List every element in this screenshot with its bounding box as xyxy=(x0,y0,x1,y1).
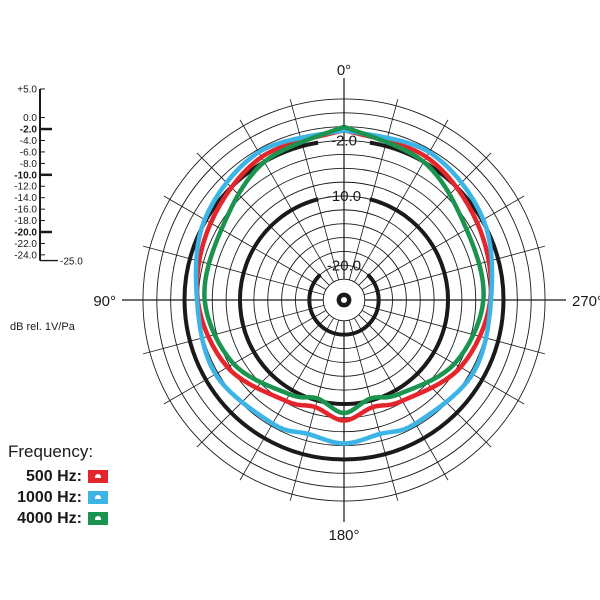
grid-spoke xyxy=(361,310,525,405)
ring-label: -10.0 xyxy=(327,188,361,205)
legend-swatch-red xyxy=(88,470,108,483)
ring-label: -20.0 xyxy=(327,257,361,274)
scale-tick-label: -4.0 xyxy=(20,136,38,147)
scale-tick-label: +5.0 xyxy=(17,85,37,96)
grid-spoke xyxy=(163,195,327,290)
reference-ring xyxy=(238,197,450,406)
legend-item-1000hz: 1000 Hz: xyxy=(8,487,108,508)
center-hole xyxy=(341,297,347,303)
grid-spoke xyxy=(239,119,334,283)
scale-tick-label: 0.0 xyxy=(23,113,37,124)
grid-spoke xyxy=(363,245,546,296)
scale-tick-label: -12.0 xyxy=(14,182,37,193)
legend-swatch-green xyxy=(88,512,108,525)
polar-series xyxy=(193,124,495,446)
grid-spoke xyxy=(142,245,325,296)
scale-tick-label: -16.0 xyxy=(14,205,37,216)
ring-label: -2.0 xyxy=(331,133,357,150)
grid-spoke xyxy=(361,195,525,290)
grid-spoke xyxy=(163,310,327,405)
scale-tick-label: -18.0 xyxy=(14,216,37,227)
scale-tick-label: -10.0 xyxy=(14,170,37,181)
legend-item-500hz: 500 Hz: xyxy=(8,466,108,487)
scale-tick-label: -14.0 xyxy=(14,193,37,204)
angle-label: 180° xyxy=(328,527,359,544)
series-line-0 xyxy=(194,127,494,423)
scale-tick-label: -6.0 xyxy=(20,147,38,158)
scale-tick-label: -24.0 xyxy=(14,250,37,261)
grid-spoke xyxy=(196,152,330,286)
legend-title: Frequency: xyxy=(8,442,94,461)
legend-label: 4000 Hz: xyxy=(17,509,82,527)
scale-tick-label: -20.0 xyxy=(14,228,37,239)
legend-item-4000hz: 4000 Hz: xyxy=(8,508,108,529)
legend-label: 500 Hz: xyxy=(25,467,82,485)
angle-label: 0° xyxy=(337,62,351,79)
angle-label: 270° xyxy=(572,293,600,310)
grid-spoke xyxy=(358,314,492,448)
grid-spoke xyxy=(289,319,340,502)
grid-spoke xyxy=(358,152,492,286)
legend-swatch-blue xyxy=(88,491,108,504)
scale-tick-label: -2.0 xyxy=(20,125,38,136)
grid-spoke xyxy=(142,304,325,355)
polar-labels: -2.0 -10.0 -20.0 0° 90° 180° 270° xyxy=(93,62,600,544)
series-line-1 xyxy=(193,127,495,446)
series-line-2 xyxy=(202,124,486,416)
legend: Frequency: 500 Hz: 1000 Hz: 4000 Hz: xyxy=(8,442,108,529)
scale-tick-label: -8.0 xyxy=(20,159,38,170)
scale-tick-label: -22.0 xyxy=(14,239,37,250)
scale-bottom-label: -25.0 xyxy=(60,257,83,268)
reference-ring xyxy=(307,273,381,337)
db-scale: +5.00.0-2.0-4.0-6.0-8.0-10.0-12.0-14.0-1… xyxy=(10,85,83,334)
legend-label: 1000 Hz: xyxy=(17,488,82,506)
grid-spoke xyxy=(354,119,449,283)
angle-label: 90° xyxy=(93,293,116,310)
grid-spoke xyxy=(196,314,330,448)
grid-spoke xyxy=(289,98,340,281)
grid-spoke xyxy=(363,304,546,355)
grid-spoke xyxy=(348,319,399,502)
grid-spoke xyxy=(348,98,399,281)
scale-units-label: dB rel. 1V/Pa xyxy=(10,321,76,333)
